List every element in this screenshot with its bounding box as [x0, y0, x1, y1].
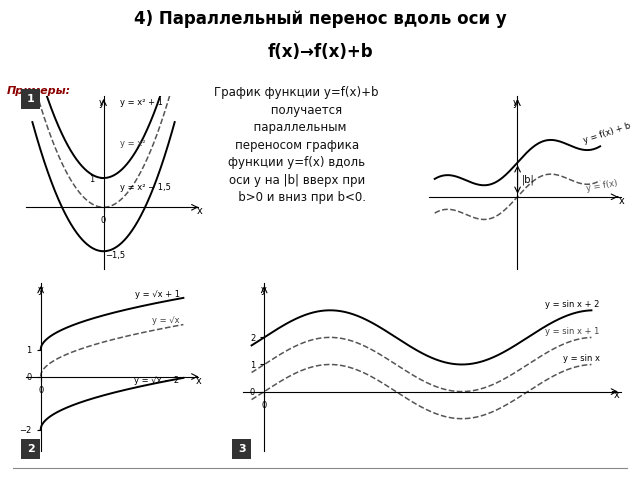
Text: y = x² − 1,5: y = x² − 1,5	[120, 183, 172, 192]
Text: Примеры:: Примеры:	[6, 86, 70, 96]
Text: 2: 2	[27, 444, 35, 454]
Text: y = √x − 2: y = √x − 2	[134, 376, 180, 385]
Text: 3: 3	[238, 444, 246, 454]
Text: y: y	[261, 286, 267, 295]
Text: y = √x + 1: y = √x + 1	[134, 289, 180, 299]
Text: y: y	[513, 98, 518, 108]
Text: y = sin x: y = sin x	[563, 354, 600, 363]
Text: y = x² + 1: y = x² + 1	[120, 98, 163, 107]
Text: −1,5: −1,5	[105, 251, 125, 260]
Text: y = sin x + 1: y = sin x + 1	[545, 326, 600, 336]
Text: y = sin x + 2: y = sin x + 2	[545, 300, 600, 309]
Text: x: x	[619, 196, 625, 206]
Text: 4) Параллельный перенос вдоль оси y: 4) Параллельный перенос вдоль оси y	[134, 10, 506, 28]
Text: y = f(x) + b: y = f(x) + b	[582, 121, 632, 145]
Text: x: x	[196, 206, 202, 216]
Text: График функции y=f(x)+b
     получается
  параллельным
переносом графика
функции: График функции y=f(x)+b получается парал…	[214, 86, 379, 204]
Text: y = f(x): y = f(x)	[586, 179, 618, 193]
Text: 1: 1	[27, 94, 35, 104]
Text: y: y	[99, 98, 105, 108]
Text: x: x	[195, 376, 201, 386]
Text: y: y	[38, 285, 44, 295]
Text: |b|: |b|	[522, 174, 535, 185]
Text: y = √x: y = √x	[152, 316, 180, 325]
Text: x: x	[614, 390, 620, 400]
Text: y = x²: y = x²	[120, 139, 146, 148]
Text: f(x)→f(x)+b: f(x)→f(x)+b	[267, 43, 373, 61]
